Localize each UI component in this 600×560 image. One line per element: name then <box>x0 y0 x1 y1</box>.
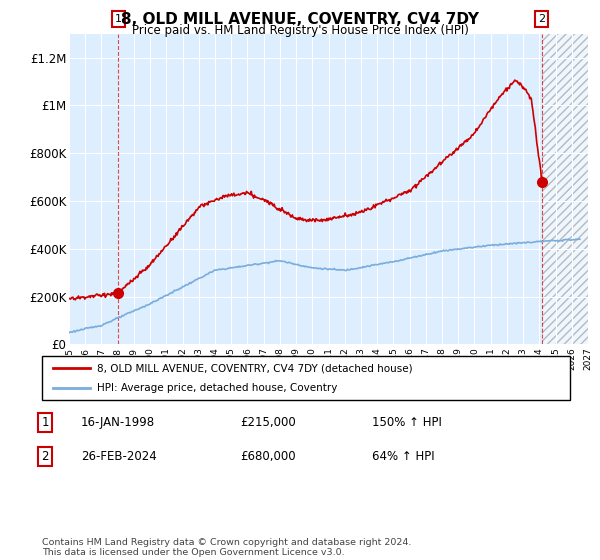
Text: 2: 2 <box>538 14 545 24</box>
Text: 16-JAN-1998: 16-JAN-1998 <box>81 416 155 430</box>
Text: 1: 1 <box>41 416 49 430</box>
Text: 8, OLD MILL AVENUE, COVENTRY, CV4 7DY (detached house): 8, OLD MILL AVENUE, COVENTRY, CV4 7DY (d… <box>97 363 413 373</box>
Text: £215,000: £215,000 <box>240 416 296 430</box>
Text: Price paid vs. HM Land Registry's House Price Index (HPI): Price paid vs. HM Land Registry's House … <box>131 24 469 36</box>
Text: 150% ↑ HPI: 150% ↑ HPI <box>372 416 442 430</box>
Bar <box>542 34 588 344</box>
Bar <box>542 34 588 344</box>
Text: Contains HM Land Registry data © Crown copyright and database right 2024.
This d: Contains HM Land Registry data © Crown c… <box>42 538 412 557</box>
Text: 26-FEB-2024: 26-FEB-2024 <box>81 450 157 463</box>
Text: 2: 2 <box>41 450 49 463</box>
Text: HPI: Average price, detached house, Coventry: HPI: Average price, detached house, Cove… <box>97 383 338 393</box>
Text: 64% ↑ HPI: 64% ↑ HPI <box>372 450 434 463</box>
Text: £680,000: £680,000 <box>240 450 296 463</box>
Text: 1: 1 <box>115 14 122 24</box>
Text: 8, OLD MILL AVENUE, COVENTRY, CV4 7DY: 8, OLD MILL AVENUE, COVENTRY, CV4 7DY <box>121 12 479 27</box>
